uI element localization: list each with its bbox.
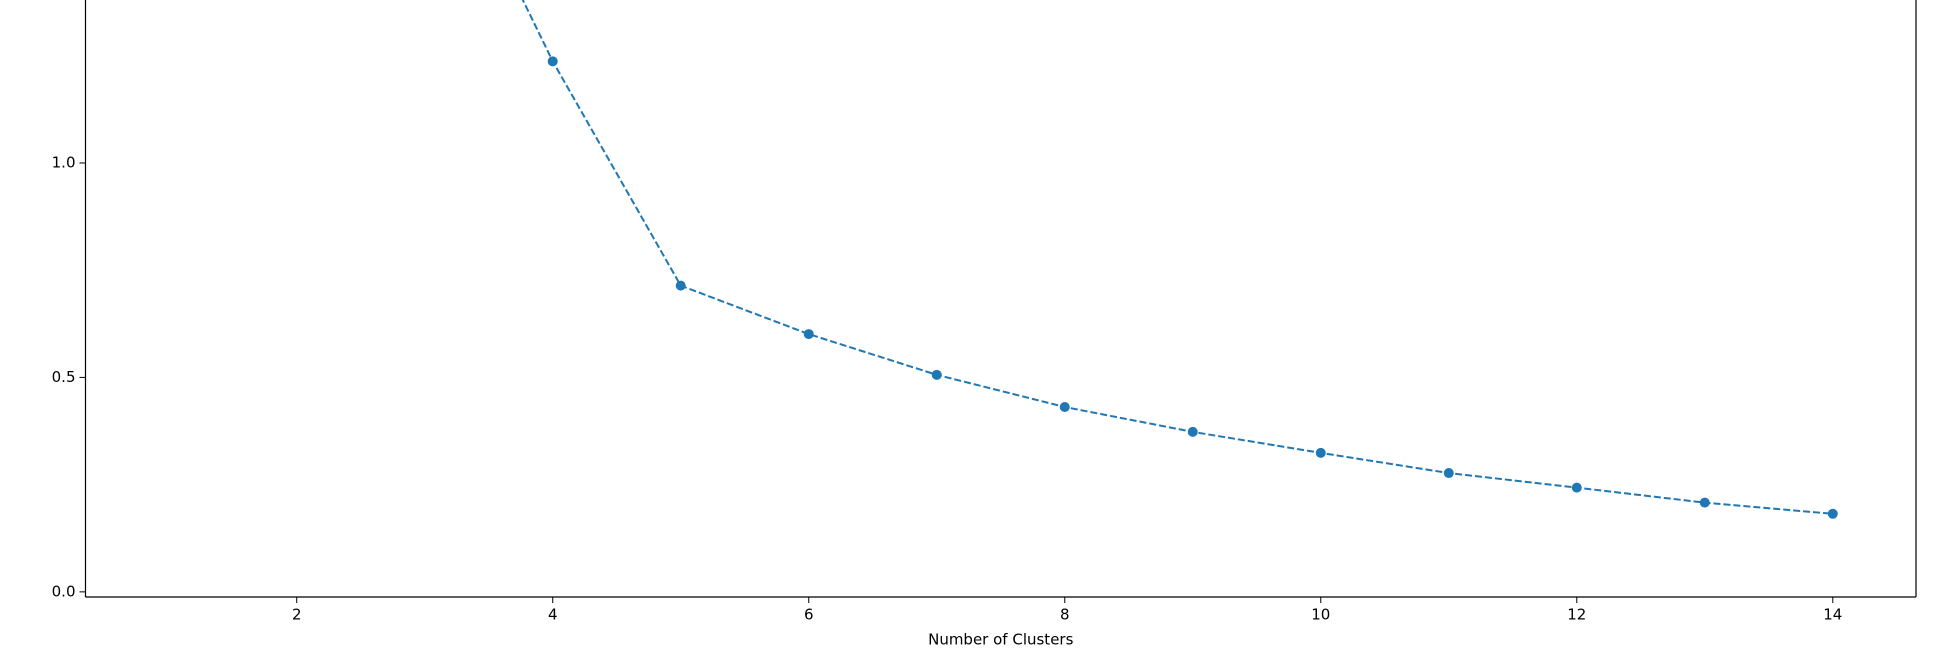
data-point: [547, 56, 558, 67]
data-point: [1699, 497, 1710, 508]
data-point: [1827, 508, 1838, 519]
data-point: [1443, 468, 1454, 479]
series-line: [521, 0, 1833, 515]
data-point: [1571, 482, 1582, 493]
data-point: [675, 280, 686, 291]
data-point: [931, 369, 942, 380]
x-axis-label: Number of Clusters: [928, 631, 1073, 649]
x-tick-label: 2: [292, 606, 302, 624]
data-point: [803, 329, 814, 340]
data-point: [1187, 426, 1198, 437]
y-tick-label: 0.0: [52, 582, 76, 600]
data-point: [1315, 447, 1326, 458]
y-tick-label: 0.5: [52, 368, 76, 386]
x-tick-label: 8: [1060, 606, 1070, 624]
x-tick-label: 10: [1311, 606, 1330, 624]
data-point: [1059, 402, 1070, 413]
x-tick-label: 14: [1823, 606, 1842, 624]
plot-area: [521, 0, 1838, 519]
x-tick-label: 12: [1567, 606, 1586, 624]
x-tick-label: 6: [804, 606, 814, 624]
y-tick-label: 1.0: [52, 153, 76, 171]
x-tick-label: 4: [548, 606, 558, 624]
